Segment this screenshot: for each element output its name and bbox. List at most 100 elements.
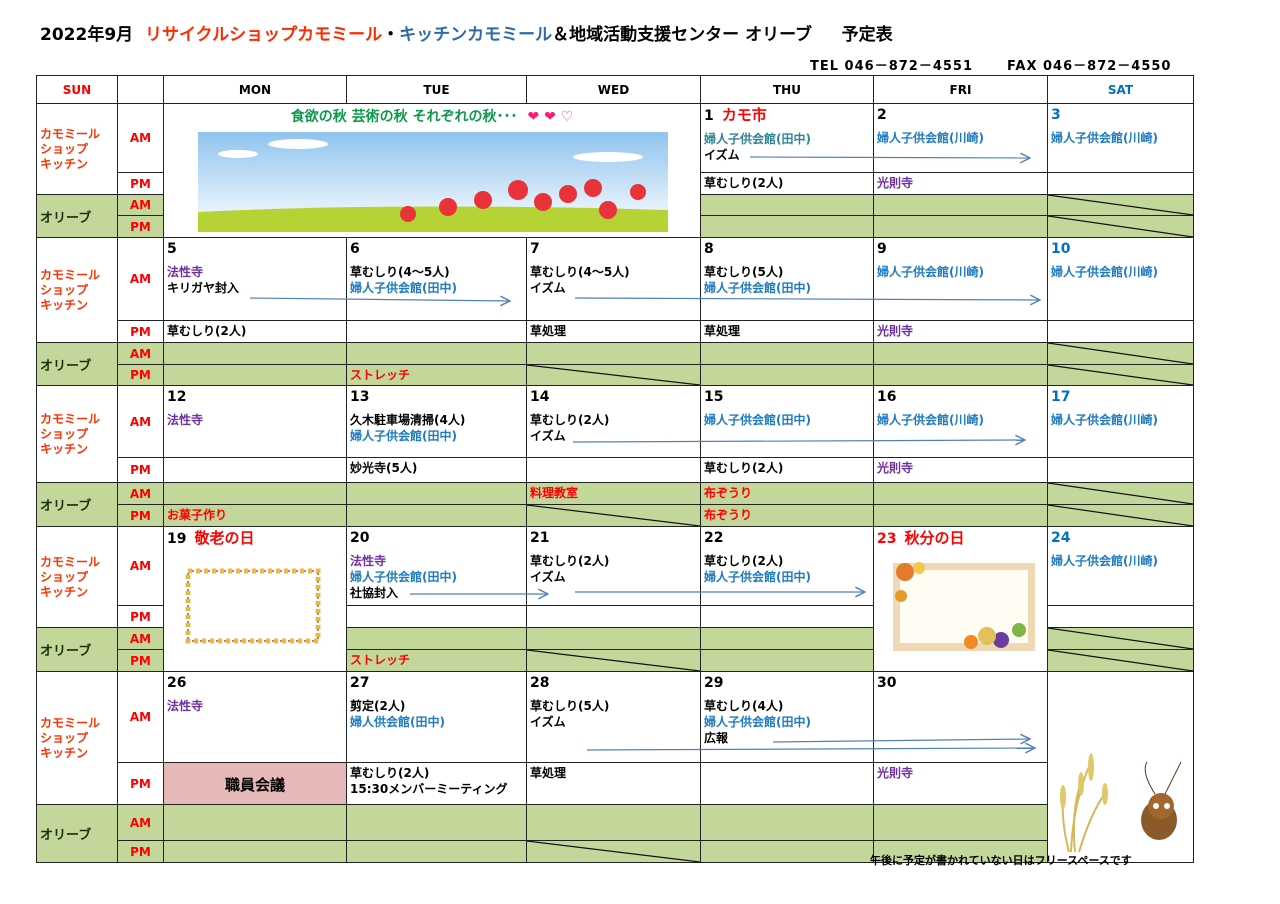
schedule-entry: 光則寺 [877,176,914,190]
kamomile-label-line: キッチン [40,745,89,760]
day-cell-sat-am: 24 婦人子供会館(川崎) [1047,526,1194,606]
day-cell-sat-pm [1047,457,1194,483]
day-cell-fri-olive-pm [873,840,1048,863]
week-3-pm-row: PM 妙光寺(5人) 草むしり(2人) 光則寺 [37,457,1194,483]
day-cell-fri-olive-pm [873,504,1048,527]
cell-entries: 婦人子供会館(川崎) [1051,412,1190,428]
day-cell-fri-olive-am [873,194,1048,216]
schedule-entry: 婦人子供会館(川崎) [877,265,984,279]
day-number: 27 [350,675,370,691]
day-cell-fri-am: 16 婦人子供会館(川崎) [873,385,1048,458]
schedule-entry: 光則寺 [877,461,914,475]
schedule-entry: 15:30メンバーミーティング [350,782,508,796]
cell-entries: 草むしり(5人) イズム [530,698,697,730]
day-cell-sat-am: 3 婦人子供会館(川崎) [1047,103,1194,173]
schedule-entry: 婦人子供会館(川崎) [1051,554,1158,568]
day-cell-thu-am: 8 草むしり(5人) 婦人子供会館(田中) [700,237,874,321]
schedule-entry: 法性寺 [350,554,387,568]
schedule-entry: 婦人子供会館(川崎) [877,413,984,427]
cell-entries: 婦人子供会館(田中) [704,412,870,428]
day-cell-tue-am: 20 法性寺 婦人子供会館(田中) 社協封入 [346,526,527,606]
schedule-entry: 婦人供会館(田中) [350,715,445,729]
date-number: 22 [704,529,870,547]
date-number: 2 [877,106,1044,124]
kamomile-label-line: カモミール [40,411,101,426]
day-cell-tue-olive-pm [346,504,527,527]
schedule-entry: 布ぞうり [704,508,753,522]
day-cell-tue-am: 6 草むしり(4～5人) 婦人子供会館(田中) [346,237,527,321]
day-number: 6 [350,241,360,257]
day-cell-tue-am: 13 久木駐車場清掃(4人) 婦人子供会館(田中) [346,385,527,458]
day-cell-thu-am: 1 カモ市 婦人子供会館(田中) イズム [700,103,874,173]
day-number: 21 [530,530,550,546]
day-number: 22 [704,530,724,546]
day-number: 16 [877,389,897,405]
day-cell-thu-olive-am [700,342,874,365]
kamomile-label-line: カモミール [40,267,101,282]
date-number: 20 [350,529,523,547]
day-cell-fri-olive-am [873,342,1048,365]
weekday-header: SUN MON TUE WED THU FRI SAT [36,75,1194,104]
title-month: 2022年9月 [40,25,134,45]
unavailable-slash [527,365,700,385]
day-cell-sat-olive-pm [1047,364,1194,386]
cell-entries: 婦人子供会館(川崎) [1051,553,1190,569]
schedule-entry: 職員会議 [224,775,285,794]
day-cell-thu-olive-pm [700,364,874,386]
frame-cell: 19 敬老の日 [163,526,347,672]
schedule-entry: 草むしり(2人) [530,554,610,568]
cell-entries: 草むしり(2人) 15:30メンバーミーティング [350,765,523,797]
cell-entries: 婦人子供会館(川崎) [1051,130,1190,146]
am-label: AM [117,103,164,173]
schedule-entry: 布ぞうり [704,486,753,500]
pm-label: PM [117,762,164,805]
date-number: 23 秋分の日 [877,529,1044,548]
day-cell-thu-am: 29 草むしり(4人) 婦人子供会館(田中) 広報 [700,671,874,763]
day-number: 14 [530,389,550,405]
schedule-entry: 久木駐車場清掃(4人) [350,413,466,427]
day-cell-thu-olive-pm [700,649,874,672]
pm-label: PM [117,457,164,483]
schedule-entry: ストレッチ [350,368,411,382]
day-number: 20 [350,530,370,546]
kamomile-label-line: ショップ [40,569,89,584]
week-3-am-row: カモミール ショップ キッチン AM 12 法性寺 13 久木駐車場清掃(4人) 婦人子供会館(… [36,385,1194,483]
cell-entries: ストレッチ [350,367,523,383]
day-cell-wed-olive-am [526,627,701,650]
schedule-entry: 婦人子供会館(川崎) [1051,131,1158,145]
schedule-entry: 草むしり(4～5人) [350,265,450,279]
unavailable-slash [1048,216,1193,237]
week-2-pm-row: PM 草むしり(2人) 草処理 草処理 光則寺 [37,320,1194,343]
title-center: ＆地域活動支援センター オリーブ [552,25,813,45]
unavailable-slash [527,505,700,526]
schedule-entry: 草処理 [530,324,567,338]
schedule-entry: 婦人子供会館(田中) [704,281,811,295]
week-1-olive-pm-row: PM [37,215,1194,238]
cell-entries: 婦人子供会館(川崎) [877,412,1044,428]
grass-cell [1047,671,1194,863]
day-cell-tue-pm [346,605,527,628]
date-number: 26 [167,674,343,692]
am-label: AM [117,671,164,763]
banner-cell: 食欲の秋 芸術の秋 それぞれの秋･･･ ❤ ❤ ♡ [163,103,701,238]
day-cell-sat-olive-pm [1047,504,1194,527]
cell-entries: お菓子作り [167,507,343,523]
autumn-fruit-frame-illustration [893,562,1035,651]
day-cell-fri-olive-pm [873,215,1048,238]
date-number: 29 [704,674,870,692]
schedule-entry: 剪定(2人) [350,699,406,713]
kamomile-label-line: ショップ [40,141,89,156]
banner-text: 食欲の秋 芸術の秋 それぞれの秋･･･ ❤ ❤ ♡ [167,106,697,126]
day-number: 9 [877,241,887,257]
schedule-entry: 草むしり(2人) [704,554,784,568]
day-cell-wed-pm: 草処理 [526,762,701,805]
week-1-pm-row: PM 草むしり(2人) 光則寺 [37,172,1194,195]
fax-number: FAX 046－872－4550 [1007,59,1172,74]
day-cell-mon-am: 12 法性寺 [163,385,347,458]
schedule-entry: 草処理 [530,766,567,780]
schedule-entry: 草むしり(2人) [530,413,610,427]
schedule-entry: イズム [530,281,566,295]
date-number: 28 [530,674,697,692]
date-number: 7 [530,240,697,258]
day-number: 3 [1051,107,1061,123]
